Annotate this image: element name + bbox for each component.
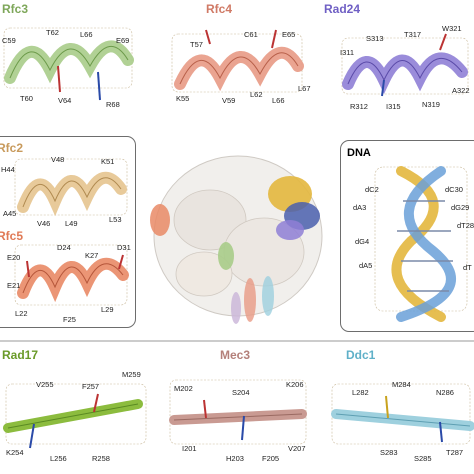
residue-label: E21 [7, 281, 21, 290]
residue-label: K206 [286, 380, 304, 389]
residue-label: T57 [190, 40, 203, 49]
residue-label: N319 [422, 100, 440, 109]
residue-label: E20 [7, 253, 21, 262]
residue-label: V48 [51, 155, 65, 164]
dna-duplex-map [374, 166, 468, 322]
dna-title: DNA [347, 147, 371, 159]
residue-label: N286 [436, 388, 454, 397]
residue-label: dC30 [445, 185, 463, 194]
residue-label: V255 [36, 380, 54, 389]
residue-label: A45 [3, 209, 17, 218]
residue-label: K55 [176, 94, 190, 103]
dna-panel: DNA dC2 dC30 dA3 dG29 dT28 dG4 dA5 dT [340, 140, 474, 332]
residue-label: T62 [46, 28, 59, 37]
residue-label: C61 [244, 30, 258, 39]
residue-label: E69 [116, 36, 130, 45]
residue-label: M284 [392, 380, 411, 389]
residue-label: dC2 [365, 185, 379, 194]
residue-label: R258 [92, 454, 110, 463]
ddc1-strand-map [331, 383, 474, 445]
residue-label: R312 [350, 102, 368, 111]
residue-label: R68 [106, 100, 120, 109]
residue-label: C59 [2, 36, 16, 45]
residue-label: K51 [101, 157, 115, 166]
rad24-panel: Rad24 S313 T317 W321 I311 R312 I315 N319… [322, 0, 474, 118]
residue-label: V46 [37, 219, 51, 228]
residue-label: M202 [174, 384, 193, 393]
ddc1-panel: Ddc1 L282 M284 N286 S283 S285 T287 [322, 344, 474, 474]
residue-label: S313 [366, 34, 384, 43]
residue-label: H203 [226, 454, 244, 463]
residue-label: L29 [101, 305, 114, 314]
residue-label: dG29 [451, 203, 470, 212]
residue-label: L282 [352, 388, 369, 397]
ddc1-title: Ddc1 [346, 348, 376, 362]
residue-label: H44 [1, 165, 15, 174]
rfc2-rfc5-panel: Rfc2 V48 K51 H44 A45 V46 L49 L53 Rfc5 D2… [0, 136, 136, 328]
residue-label: F25 [63, 315, 76, 324]
rad17-title: Rad17 [2, 348, 39, 362]
residue-label: L66 [272, 96, 285, 105]
mec3-title: Mec3 [220, 348, 251, 362]
residue-label: D31 [117, 243, 131, 252]
residue-label: S204 [232, 388, 250, 397]
residue-label: E65 [282, 30, 296, 39]
residue-label: K254 [6, 448, 24, 457]
clamp-loader-density [150, 155, 323, 324]
residue-label: L22 [15, 309, 28, 318]
residue-label: D24 [57, 243, 71, 252]
residue-label: A322 [452, 86, 470, 95]
residue-label: dT [463, 263, 472, 272]
mec3-panel: Mec3 M202 S204 K206 I201 H203 F205 V207 [162, 344, 312, 474]
residue-label: V59 [222, 96, 236, 105]
residue-label: L49 [65, 219, 78, 228]
residue-label: L53 [109, 215, 122, 224]
residue-label: dA5 [359, 261, 373, 270]
residue-label: T60 [20, 94, 33, 103]
rfc2-helix-map [14, 158, 129, 306]
residue-label: F257 [82, 382, 100, 391]
residue-label: T317 [404, 30, 422, 39]
rad17-strand-map [3, 383, 147, 449]
residue-label: dT28 [457, 221, 474, 230]
rfc4-title: Rfc4 [206, 2, 233, 16]
rfc2-title: Rfc2 [0, 141, 24, 155]
rfc4-panel: Rfc4 T57 C61 E65 K55 V59 L62 L66 L67 [162, 0, 312, 118]
residue-label: dG4 [355, 237, 370, 246]
residue-label: K27 [85, 251, 99, 260]
rad24-helix-map [341, 33, 469, 97]
residue-label: F205 [262, 454, 280, 463]
residue-label: S285 [414, 454, 432, 463]
residue-label: M259 [122, 370, 141, 379]
residue-label: S283 [380, 448, 398, 457]
residue-label: dA3 [353, 203, 367, 212]
clamp-loader-map [140, 140, 336, 330]
mec3-strand-map [169, 379, 307, 445]
residue-label: L67 [298, 84, 311, 93]
residue-label: T287 [446, 448, 464, 457]
residue-label: L66 [80, 30, 93, 39]
residue-label: I311 [340, 48, 355, 57]
rfc3-panel: Rfc3 C59 T62 L66 E69 T60 V64 R68 [0, 0, 150, 118]
residue-label: W321 [442, 24, 462, 33]
residue-label: L256 [50, 454, 67, 463]
residue-label: I315 [386, 102, 401, 111]
rfc5-title: Rfc5 [0, 229, 24, 243]
rfc3-helix-map [3, 27, 134, 101]
rad17-panel: Rad17 V255 F257 M259 K254 L256 R258 [0, 344, 156, 474]
residue-label: L62 [250, 90, 263, 99]
rfc4-helix-map [171, 29, 304, 93]
residue-label: V207 [288, 444, 306, 453]
rad24-title: Rad24 [324, 2, 361, 16]
rfc3-title: Rfc3 [2, 2, 29, 16]
residue-label: V64 [58, 96, 72, 105]
residue-label: I201 [182, 444, 197, 453]
